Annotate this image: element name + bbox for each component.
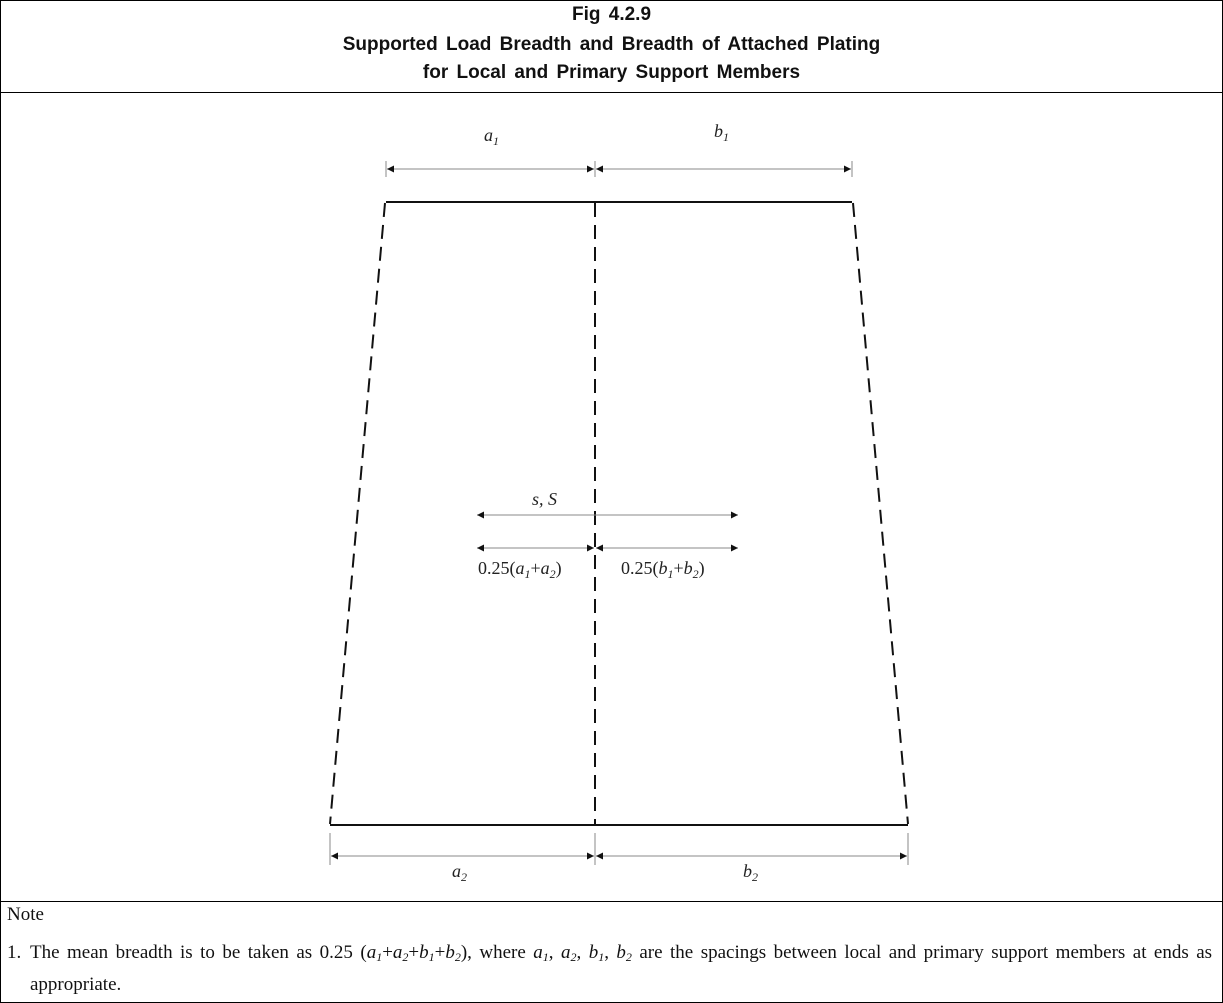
note-item-1: 1. The mean breadth is to be taken as 0.… bbox=[7, 939, 1212, 999]
label-a1: a1 bbox=[484, 125, 499, 148]
figure-title-block: Fig 4.2.9 Supported Load Breadth and Bre… bbox=[1, 1, 1222, 93]
label-quarter-b: 0.25(b1+b2) bbox=[621, 558, 705, 581]
label-b1: b1 bbox=[714, 121, 729, 144]
load-breadth-diagram: a1 b1 a2 b2 s, S 0.25(a1 bbox=[329, 121, 909, 884]
figure-number: Fig 4.2.9 bbox=[571, 4, 652, 25]
note-item-number: 1. bbox=[7, 942, 22, 963]
note-item-text: The mean breadth is to be taken as 0.25 … bbox=[30, 942, 1213, 995]
label-b2: b2 bbox=[743, 861, 758, 884]
label-quarter-a: 0.25(a1+a2) bbox=[478, 558, 562, 581]
left-support-member bbox=[329, 202, 386, 825]
label-spacing: s, S bbox=[532, 489, 557, 509]
diagram-area: a1 b1 a2 b2 s, S 0.25(a1 bbox=[1, 93, 1222, 902]
figure-title-line-1: Supported Load Breadth and Breadth of At… bbox=[342, 34, 881, 55]
figure-title-line-2: for Local and Primary Support Members bbox=[422, 62, 801, 83]
note-section: Note 1. The mean breadth is to be taken … bbox=[1, 902, 1222, 1002]
label-a2: a2 bbox=[452, 861, 467, 884]
right-support-member bbox=[852, 202, 909, 825]
note-heading: Note bbox=[7, 904, 44, 925]
